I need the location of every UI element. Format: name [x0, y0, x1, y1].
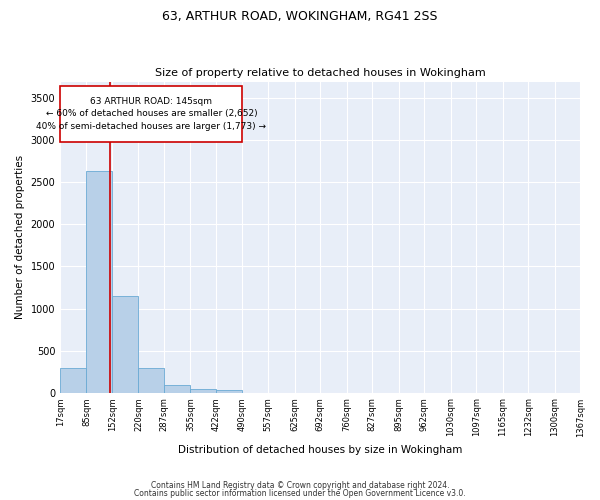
Bar — [86, 170, 112, 392]
Title: Size of property relative to detached houses in Wokingham: Size of property relative to detached ho… — [155, 68, 486, 78]
FancyBboxPatch shape — [60, 86, 242, 142]
Y-axis label: Number of detached properties: Number of detached properties — [15, 155, 25, 319]
Text: 63, ARTHUR ROAD, WOKINGHAM, RG41 2SS: 63, ARTHUR ROAD, WOKINGHAM, RG41 2SS — [162, 10, 438, 23]
X-axis label: Distribution of detached houses by size in Wokingham: Distribution of detached houses by size … — [178, 445, 463, 455]
Bar — [139, 368, 164, 392]
Bar — [60, 368, 86, 392]
Bar — [164, 385, 190, 392]
Text: Contains HM Land Registry data © Crown copyright and database right 2024.: Contains HM Land Registry data © Crown c… — [151, 481, 449, 490]
Bar — [216, 390, 242, 392]
Text: Contains public sector information licensed under the Open Government Licence v3: Contains public sector information licen… — [134, 488, 466, 498]
Bar — [190, 389, 216, 392]
Bar — [112, 296, 139, 392]
Text: 63 ARTHUR ROAD: 145sqm
← 60% of detached houses are smaller (2,652)
40% of semi-: 63 ARTHUR ROAD: 145sqm ← 60% of detached… — [37, 97, 266, 131]
